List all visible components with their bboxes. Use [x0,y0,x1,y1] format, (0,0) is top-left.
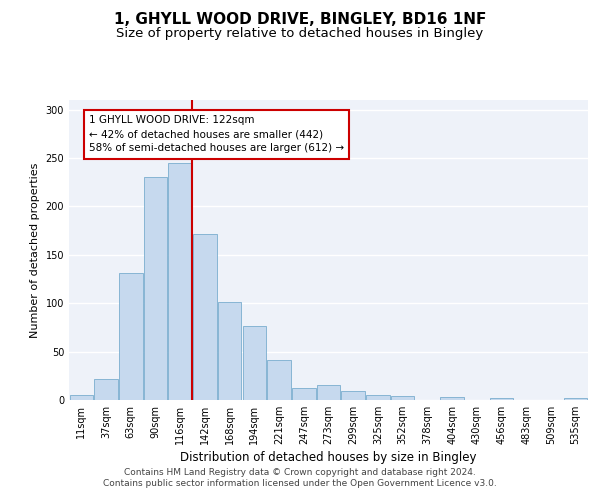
Bar [292,388,316,400]
Bar [317,386,340,400]
Bar [366,395,389,400]
Bar [242,326,266,400]
Y-axis label: Number of detached properties: Number of detached properties [30,162,40,338]
Bar [144,178,167,400]
X-axis label: Distribution of detached houses by size in Bingley: Distribution of detached houses by size … [180,451,477,464]
Bar [268,360,291,400]
Bar [391,396,415,400]
Text: Size of property relative to detached houses in Bingley: Size of property relative to detached ho… [116,28,484,40]
Bar [490,398,513,400]
Bar [193,234,217,400]
Bar [94,378,118,400]
Text: Contains HM Land Registry data © Crown copyright and database right 2024.
Contai: Contains HM Land Registry data © Crown c… [103,468,497,487]
Bar [440,397,464,400]
Bar [70,395,93,400]
Bar [218,302,241,400]
Bar [119,273,143,400]
Bar [564,398,587,400]
Text: 1, GHYLL WOOD DRIVE, BINGLEY, BD16 1NF: 1, GHYLL WOOD DRIVE, BINGLEY, BD16 1NF [114,12,486,28]
Bar [341,392,365,400]
Text: 1 GHYLL WOOD DRIVE: 122sqm
← 42% of detached houses are smaller (442)
58% of sem: 1 GHYLL WOOD DRIVE: 122sqm ← 42% of deta… [89,116,344,154]
Bar [169,163,192,400]
